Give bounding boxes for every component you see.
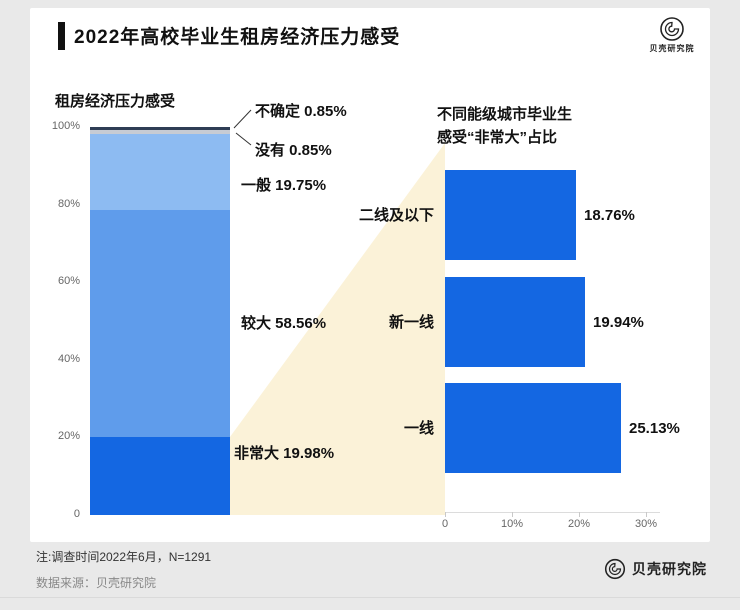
x-tick-20: 20% — [567, 518, 591, 530]
stack-segment-0 — [90, 437, 230, 515]
page-title: 2022年高校毕业生租房经济压力感受 — [74, 27, 401, 48]
stack-segment-2 — [90, 133, 230, 211]
y-tick-20: 20% — [57, 430, 80, 442]
title-accent-bar — [58, 22, 65, 50]
bar-category-new-tier1: 新一线 — [388, 314, 434, 331]
callout-label-very-large: 非常大 19.98% — [234, 445, 335, 462]
bar-row-tier2-below: 18.76% — [445, 170, 635, 260]
x-tickmark-30 — [646, 512, 647, 517]
callout-connector-lines — [233, 109, 252, 146]
bar-value-tier2-below: 18.76% — [584, 206, 635, 224]
stack-segment-4 — [90, 127, 230, 131]
x-tick-10: 10% — [500, 518, 524, 530]
beike-logo-icon — [604, 558, 626, 580]
callout-label-large: 较大 58.56% — [241, 315, 327, 332]
stack-segment-1 — [90, 210, 230, 438]
stacked-bar — [90, 127, 230, 515]
x-tickmark-0 — [445, 512, 446, 517]
y-tick-40: 40% — [57, 353, 80, 365]
x-tickmark-20 — [579, 512, 580, 517]
callout-label-normal: 一般 19.75% — [241, 177, 327, 194]
y-tick-60: 60% — [57, 275, 80, 287]
callout-label-none: 没有 0.85% — [255, 142, 332, 159]
stack-segment-3 — [90, 130, 230, 134]
x-tick-0: 0 — [441, 518, 449, 530]
hbar-tier2-below — [445, 170, 576, 260]
brand-name-bottom: 贝壳研究院 — [632, 561, 707, 577]
data-source-note: 数据来源：贝壳研究院 — [36, 576, 157, 590]
bar-value-tier1: 25.13% — [629, 419, 680, 437]
beike-logo-icon — [660, 17, 684, 41]
x-tickmark-10 — [512, 512, 513, 517]
brand-logo-top: 贝壳研究院 — [642, 16, 702, 54]
footer-divider — [0, 597, 740, 598]
x-axis-line — [443, 512, 660, 513]
survey-note: 注:调查时间2022年6月，N=1291 — [36, 550, 212, 564]
x-tick-30: 30% — [634, 518, 658, 530]
y-tick-80: 80% — [57, 198, 80, 210]
bar-category-tier1: 一线 — [403, 420, 434, 437]
brand-name-top: 贝壳研究院 — [649, 44, 695, 53]
right-chart-title: 不同能级城市毕业生 感受“非常大”占比 — [437, 106, 573, 147]
y-tick-100: 100% — [51, 120, 80, 132]
bar-row-new-tier1: 19.94% — [445, 277, 644, 367]
left-chart-title: 租房经济压力感受 — [55, 93, 176, 110]
bar-value-new-tier1: 19.94% — [593, 313, 644, 331]
brand-logo-bottom: 贝壳研究院 — [604, 558, 707, 580]
hbar-new-tier1 — [445, 277, 585, 367]
callout-label-uncertain: 不确定 0.85% — [255, 103, 347, 120]
bar-row-tier1: 25.13% — [445, 383, 680, 473]
bar-category-tier2-below: 二线及以下 — [358, 207, 434, 224]
chart-card: 2022年高校毕业生租房经济压力感受 贝壳研究院 租房经济压力感受 100% 8… — [30, 8, 710, 542]
y-tick-0: 0 — [73, 508, 80, 520]
hbar-tier1 — [445, 383, 621, 473]
